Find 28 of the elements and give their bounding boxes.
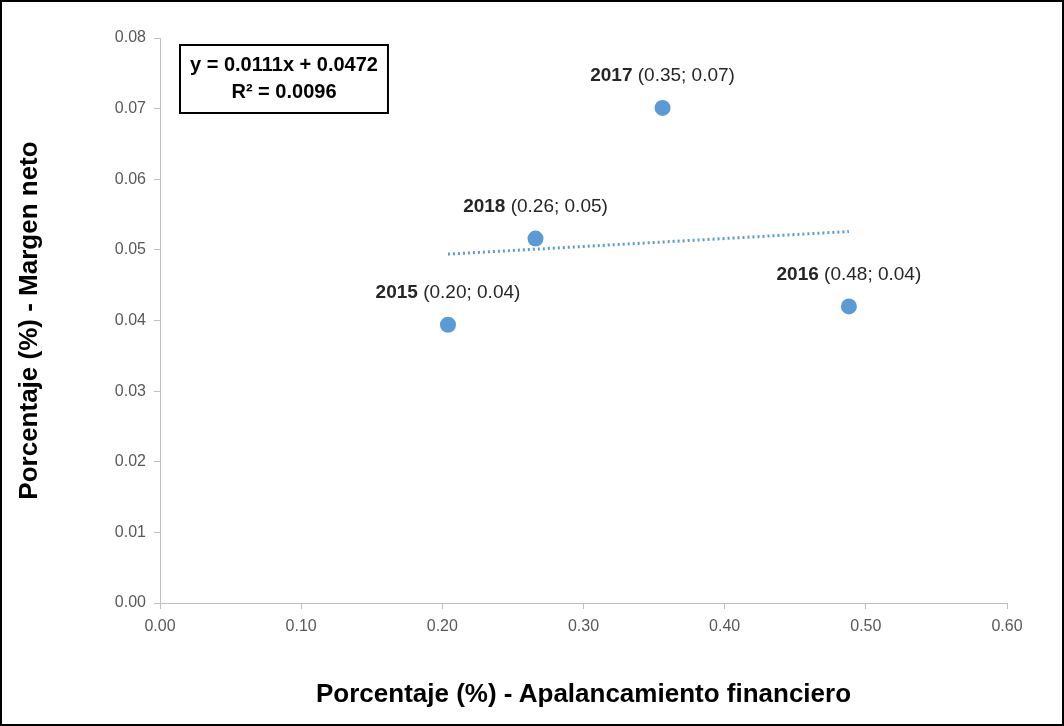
y-tick-label: 0.03 <box>114 381 147 399</box>
y-tick-label: 0.05 <box>114 240 147 258</box>
x-tick-label: 0.30 <box>567 617 600 635</box>
point <box>840 298 857 315</box>
y-tick-label: 0.04 <box>114 310 147 328</box>
y-tick-label: 0.01 <box>114 522 147 540</box>
point <box>439 316 456 333</box>
data-label: 2016 (0.48; 0.04) <box>776 262 922 284</box>
x-tick-label: 0.40 <box>709 617 741 635</box>
x-axis-title: Porcentaje (%) - Apalancamiento financiero <box>315 677 852 708</box>
data-label: 2017 (0.35; 0.07) <box>590 64 735 86</box>
y-tick-label: 0.07 <box>114 99 147 117</box>
y-axis-title: Porcentaje (%) - Margen neto <box>12 141 43 500</box>
data-label: 2015 (0.20; 0.04) <box>375 280 521 302</box>
x-tick-label: 0.20 <box>426 617 459 635</box>
x-tick-label: 0.10 <box>285 617 317 635</box>
annotation: R² = 0.0096 <box>231 79 337 102</box>
y-tick-label: 0.02 <box>114 452 147 470</box>
x-tick-label: 0.50 <box>850 617 882 635</box>
y-tick-label: 0.08 <box>114 28 147 46</box>
y-tick-label: 0.00 <box>114 593 147 611</box>
x-tick-label: 0.60 <box>991 617 1023 635</box>
data-label: 2018 (0.26; 0.05) <box>463 194 608 216</box>
point <box>527 230 544 247</box>
point <box>654 99 671 116</box>
x-tick-label: 0.00 <box>144 617 176 635</box>
annotation: y = 0.0111x + 0.0472 <box>190 52 378 75</box>
y-tick-label: 0.06 <box>114 169 147 187</box>
